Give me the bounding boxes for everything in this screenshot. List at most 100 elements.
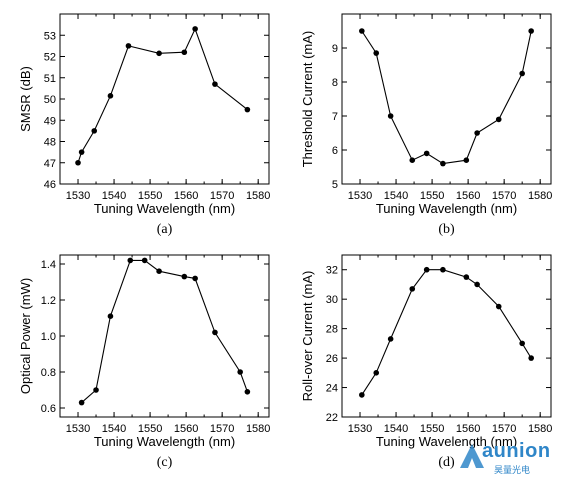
panel-d-series-line [361, 269, 532, 396]
panel-a-xtick-label: 1530 [66, 190, 90, 202]
panel-c-point [181, 273, 188, 280]
panel-a-xtick-label: 1550 [138, 190, 162, 202]
panel-b-ytick-label: 5 [332, 179, 338, 191]
panel-c-point [244, 389, 251, 395]
panel-c-ytick-label: 1.2 [41, 295, 56, 307]
panel-d-ytick-label: 22 [326, 412, 338, 424]
panel-a-xtick-label: 1570 [210, 190, 234, 202]
panel-c-point [156, 268, 162, 275]
panel-c-point [237, 369, 243, 375]
panel-d-ytick-label: 32 [326, 265, 338, 277]
panel-b-point [463, 157, 470, 163]
panel-a-ytick-label: 51 [44, 73, 56, 85]
panel-c-point [212, 329, 218, 336]
watermark-logo: aunion 昊量光电 [458, 440, 564, 478]
panel-d-ytick-label: 26 [326, 353, 338, 365]
panel-a-ytick-label: 52 [44, 52, 56, 64]
panel-b-xtick-label: 1560 [456, 190, 480, 202]
watermark-subtext: 昊量光电 [494, 465, 531, 475]
panel-a-point [212, 81, 218, 87]
panel-c: 1530 1540 1550 1560 1570 1580 0.6 0.8 1.0 1.2 1.4 T… [18, 254, 270, 470]
panel-c-point [78, 399, 85, 406]
panel-c-series-line [81, 259, 248, 404]
panel-c-point [141, 257, 148, 264]
panel-a-ytick-label: 53 [44, 30, 56, 42]
panel-c-frame [59, 254, 270, 418]
panel-b-xtick-label: 1540 [384, 190, 408, 202]
panel-a-point [125, 43, 132, 49]
panel-b-ytick-label: 6 [332, 145, 338, 157]
panel-a-point [156, 50, 162, 57]
panel-b-xlabel: Tuning Wavelength (nm) [376, 201, 517, 216]
panel-b-ytick-label: 8 [332, 77, 338, 89]
panel-a-point [75, 159, 81, 166]
panel-a-point [91, 128, 98, 134]
panel-a-series-line [77, 27, 248, 163]
panel-d-xtick-label: 1560 [456, 423, 480, 435]
panel-c-xtick-label: 1530 [66, 423, 90, 435]
panel-d-xlabel: Tuning Wavelength (nm) [376, 434, 517, 449]
panel-b-xtick-label: 1580 [528, 190, 552, 202]
panel-d-point [440, 266, 446, 273]
panel-b-xtick-label: 1530 [348, 190, 372, 202]
panel-a-point [78, 149, 85, 155]
panel-b-frame [341, 13, 552, 185]
panel-b: 1530 1540 1550 1560 1570 1580 5 6 7 8 9 Tuning Wave… [300, 13, 552, 237]
panel-c-point [107, 313, 114, 320]
panel-c-xtick-label: 1560 [174, 423, 198, 435]
panel-d-xtick-label: 1570 [492, 423, 516, 435]
panel-c-xtick-label: 1580 [246, 423, 270, 435]
panel-d: 1530 1540 1550 1560 1570 1580 22 24 26 28 30 32 Tuni… [300, 254, 552, 470]
panel-b-point [440, 160, 446, 167]
panel-d-point [519, 340, 525, 347]
panel-b-point [528, 28, 534, 34]
panel-b-ytick-label: 7 [332, 111, 338, 123]
panel-c-ytick-label: 1.4 [41, 259, 56, 271]
panel-a-ytick-label: 49 [44, 115, 56, 127]
panel-c-point [127, 257, 134, 264]
swoosh-icon [460, 444, 484, 468]
panel-c-xtick-label: 1540 [102, 423, 126, 435]
panel-a-xtick-label: 1560 [174, 190, 198, 202]
panel-b-point [359, 28, 365, 34]
panel-c-xtick-label: 1570 [210, 423, 234, 435]
panel-b-point [373, 50, 380, 56]
panel-d-ytick-label: 24 [326, 383, 338, 395]
panel-b-ylabel: Threshold Current (mA) [300, 31, 315, 168]
panel-a-frame [59, 13, 270, 185]
panel-d-point [387, 336, 394, 342]
panel-d-xtick-label: 1580 [528, 423, 552, 435]
panel-d-letter: (d) [438, 455, 455, 470]
panel-a-ytick-label: 47 [44, 158, 56, 170]
panel-a-ytick-label: 48 [44, 137, 56, 149]
panel-c-ytick-label: 0.8 [41, 367, 56, 379]
panel-a-ytick-label: 46 [44, 179, 56, 191]
panel-c-ylabel: Optical Power (mW) [18, 278, 33, 394]
panel-a-point [244, 106, 251, 113]
panel-d-ylabel: Roll-over Current (mA) [300, 271, 315, 402]
panel-d-point [528, 355, 534, 361]
panel-c-xtick-label: 1550 [138, 423, 162, 435]
panel-c-xlabel: Tuning Wavelength (nm) [94, 434, 235, 449]
panel-c-letter: (c) [157, 455, 173, 470]
panel-b-ytick-label: 9 [332, 43, 338, 55]
panel-b-point [409, 157, 416, 163]
panel-a-ylabel: SMSR (dB) [18, 66, 33, 132]
panel-c-point [93, 387, 99, 393]
panel-b-xtick-label: 1570 [492, 190, 516, 202]
panel-a: 1530 1540 1550 1560 1570 1580 46 47 48 49 50 51 52 53… [18, 13, 270, 237]
panel-a-ytick-label: 50 [44, 94, 56, 106]
panel-a-point [181, 49, 188, 56]
panel-d-point [474, 281, 480, 288]
panel-b-xtick-label: 1550 [420, 190, 444, 202]
panel-b-point [387, 113, 394, 119]
panel-a-point [192, 26, 198, 32]
panel-b-point [519, 70, 525, 77]
panel-b-series-line [361, 30, 532, 165]
panel-b-point [474, 130, 480, 136]
panel-d-point [373, 370, 380, 376]
panel-d-frame [341, 254, 552, 418]
panel-d-ytick-label: 30 [326, 294, 338, 306]
panel-a-xtick-label: 1580 [246, 190, 270, 202]
